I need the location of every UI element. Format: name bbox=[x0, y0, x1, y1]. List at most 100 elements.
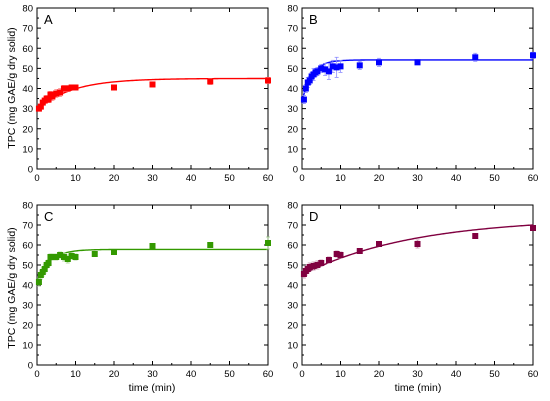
panel-a-data-point bbox=[49, 93, 56, 100]
panel-a-y-tick-label: 10 bbox=[22, 144, 33, 155]
panel-d-data-point bbox=[306, 264, 313, 270]
panel-b-data-point bbox=[376, 59, 382, 66]
panel-a-x-tick-label: 0 bbox=[34, 173, 39, 184]
panel-b-data-point bbox=[472, 54, 479, 61]
panel-c-fit-curve bbox=[36, 248, 268, 282]
panel-a-data-point bbox=[57, 89, 64, 96]
panel-b-x-tick-label: 40 bbox=[451, 173, 462, 184]
panel-c: 0 10 20 30 40 50 60 0 10 20 30 40 50 60 70 80 C bbox=[22, 201, 273, 381]
panel-c-data-point bbox=[35, 279, 42, 285]
panel-d-data-point bbox=[318, 260, 325, 266]
panel-d-fit-curve bbox=[301, 224, 534, 276]
panel-a: 0 10 20 30 40 50 60 0 10 20 30 40 50 60 70 80 A bbox=[22, 4, 273, 185]
panel-a-x-tick-label: 20 bbox=[109, 173, 120, 184]
panel-d: 0 10 20 30 40 50 60 0 10 20 30 40 50 60 70 80 D bbox=[287, 201, 538, 381]
panel-b-data-point bbox=[337, 63, 344, 70]
panel-d-y-tick-label: 30 bbox=[287, 301, 298, 312]
y-axis-title-top: TPC (mg GAE/g dry solid) bbox=[6, 27, 18, 148]
panel-d-data-point bbox=[356, 248, 363, 254]
panel-d-x-tick-label: 30 bbox=[412, 369, 423, 380]
panel-b-data-point bbox=[300, 96, 307, 103]
panel-a-data-point bbox=[37, 103, 44, 110]
panel-c-y-tick-label: 80 bbox=[22, 201, 33, 212]
panel-c-data-point bbox=[265, 240, 271, 246]
panel-d-y-tick-label: 80 bbox=[287, 201, 298, 212]
panel-d-y-tick-label: 40 bbox=[287, 281, 298, 292]
panel-b-x-tick-label: 20 bbox=[374, 173, 385, 184]
panel-d-y-tick-label: 60 bbox=[287, 241, 298, 252]
panel-b-data-point bbox=[302, 85, 309, 92]
panel-a-data-point bbox=[72, 84, 79, 91]
panel-d-data-point bbox=[325, 257, 332, 263]
panel-b-y-tick-label: 10 bbox=[287, 144, 298, 155]
panel-d-data-point bbox=[376, 241, 382, 247]
panel-c-frame bbox=[36, 204, 269, 366]
panel-c-y-tick-label: 40 bbox=[22, 281, 33, 292]
panel-b-data-point bbox=[314, 68, 321, 75]
panel-b-y-tick-label: 80 bbox=[287, 4, 298, 15]
panel-b-x-tick-label: 30 bbox=[412, 173, 423, 184]
panel-d-x-tick-label: 50 bbox=[489, 369, 500, 380]
panel-b-y-tick-label: 50 bbox=[287, 64, 298, 75]
panel-d-y-tick-label: 50 bbox=[287, 261, 298, 272]
panel-c-data-point bbox=[53, 254, 60, 260]
panel-c-data-point bbox=[72, 254, 79, 260]
panel-d-y-tick-label: 70 bbox=[287, 221, 298, 232]
panel-a-x-tick-label: 60 bbox=[263, 173, 274, 184]
panel-c-data-point bbox=[41, 266, 48, 272]
panel-c-y-tick-label: 50 bbox=[22, 261, 33, 272]
panel-a-data-point bbox=[68, 84, 75, 91]
panel-a-y-tick-label: 80 bbox=[22, 4, 33, 15]
panel-a-y-tick-label: 30 bbox=[22, 104, 33, 115]
panel-b-frame bbox=[301, 7, 534, 170]
panel-c-x-tick-label: 20 bbox=[109, 369, 120, 380]
panel-c-data-point bbox=[45, 260, 52, 266]
panel-b-x-tick-label: 10 bbox=[335, 173, 346, 184]
panel-a-y-tick-label: 70 bbox=[22, 24, 33, 35]
panel-c-data-point bbox=[207, 242, 214, 248]
panel-c-data-point bbox=[111, 249, 117, 255]
panel-d-x-tick-label: 20 bbox=[374, 369, 385, 380]
panel-b-data-point bbox=[318, 65, 325, 72]
panel-b-letter: B bbox=[309, 12, 318, 27]
panel-c-data-point bbox=[49, 254, 56, 260]
panel-c-x-tick-label: 40 bbox=[186, 369, 197, 380]
panel-d-y-tick-label: 0 bbox=[293, 361, 298, 372]
panel-c-x-tick-label: 0 bbox=[34, 369, 39, 380]
y-axis-title-bottom: TPC (mg GAE/g dry solid) bbox=[6, 227, 18, 348]
panel-b: 0 10 20 30 40 50 60 0 10 20 30 40 50 60 70 80 B bbox=[287, 4, 538, 185]
panel-a-data-point bbox=[111, 84, 117, 91]
panel-c-data-point bbox=[149, 243, 156, 249]
panel-d-x-tick-label: 10 bbox=[335, 369, 346, 380]
panel-d-data-point bbox=[530, 225, 536, 231]
x-axis-title-left: time (min) bbox=[129, 382, 176, 394]
panel-d-x-tick-label: 40 bbox=[451, 369, 462, 380]
panel-d-x-tick-label: 0 bbox=[299, 369, 304, 380]
panel-b-data-point bbox=[414, 59, 421, 66]
panel-a-y-tick-label: 0 bbox=[28, 165, 33, 176]
panel-b-data-point bbox=[530, 52, 536, 59]
panel-c-data-point bbox=[91, 251, 98, 257]
panel-a-data-point bbox=[265, 77, 271, 84]
panel-b-data-point bbox=[322, 66, 329, 73]
panel-c-x-tick-label: 50 bbox=[224, 369, 235, 380]
panel-a-y-tick-label: 40 bbox=[22, 84, 33, 95]
panel-d-data-point bbox=[414, 241, 421, 247]
panel-a-data-point bbox=[207, 78, 214, 85]
panel-b-data-point bbox=[329, 63, 336, 70]
panel-c-y-tick-label: 30 bbox=[22, 301, 33, 312]
panel-b-y-tick-label: 60 bbox=[287, 44, 298, 55]
panel-d-data-point bbox=[310, 263, 317, 269]
panel-c-x-tick-label: 30 bbox=[147, 369, 158, 380]
panel-c-data-point bbox=[57, 252, 64, 258]
panel-a-y-tick-label: 20 bbox=[22, 124, 33, 135]
panel-d-y-tick-label: 20 bbox=[287, 321, 298, 332]
panel-c-x-tick-label: 60 bbox=[263, 369, 274, 380]
panel-a-x-tick-label: 30 bbox=[147, 173, 158, 184]
panel-a-x-tick-label: 40 bbox=[186, 173, 197, 184]
panel-b-x-tick-label: 0 bbox=[299, 173, 304, 184]
panel-d-data-point bbox=[472, 233, 479, 239]
panel-b-data-point bbox=[306, 77, 313, 84]
panel-d-data-point bbox=[314, 262, 321, 268]
panel-c-data-point bbox=[64, 256, 71, 262]
